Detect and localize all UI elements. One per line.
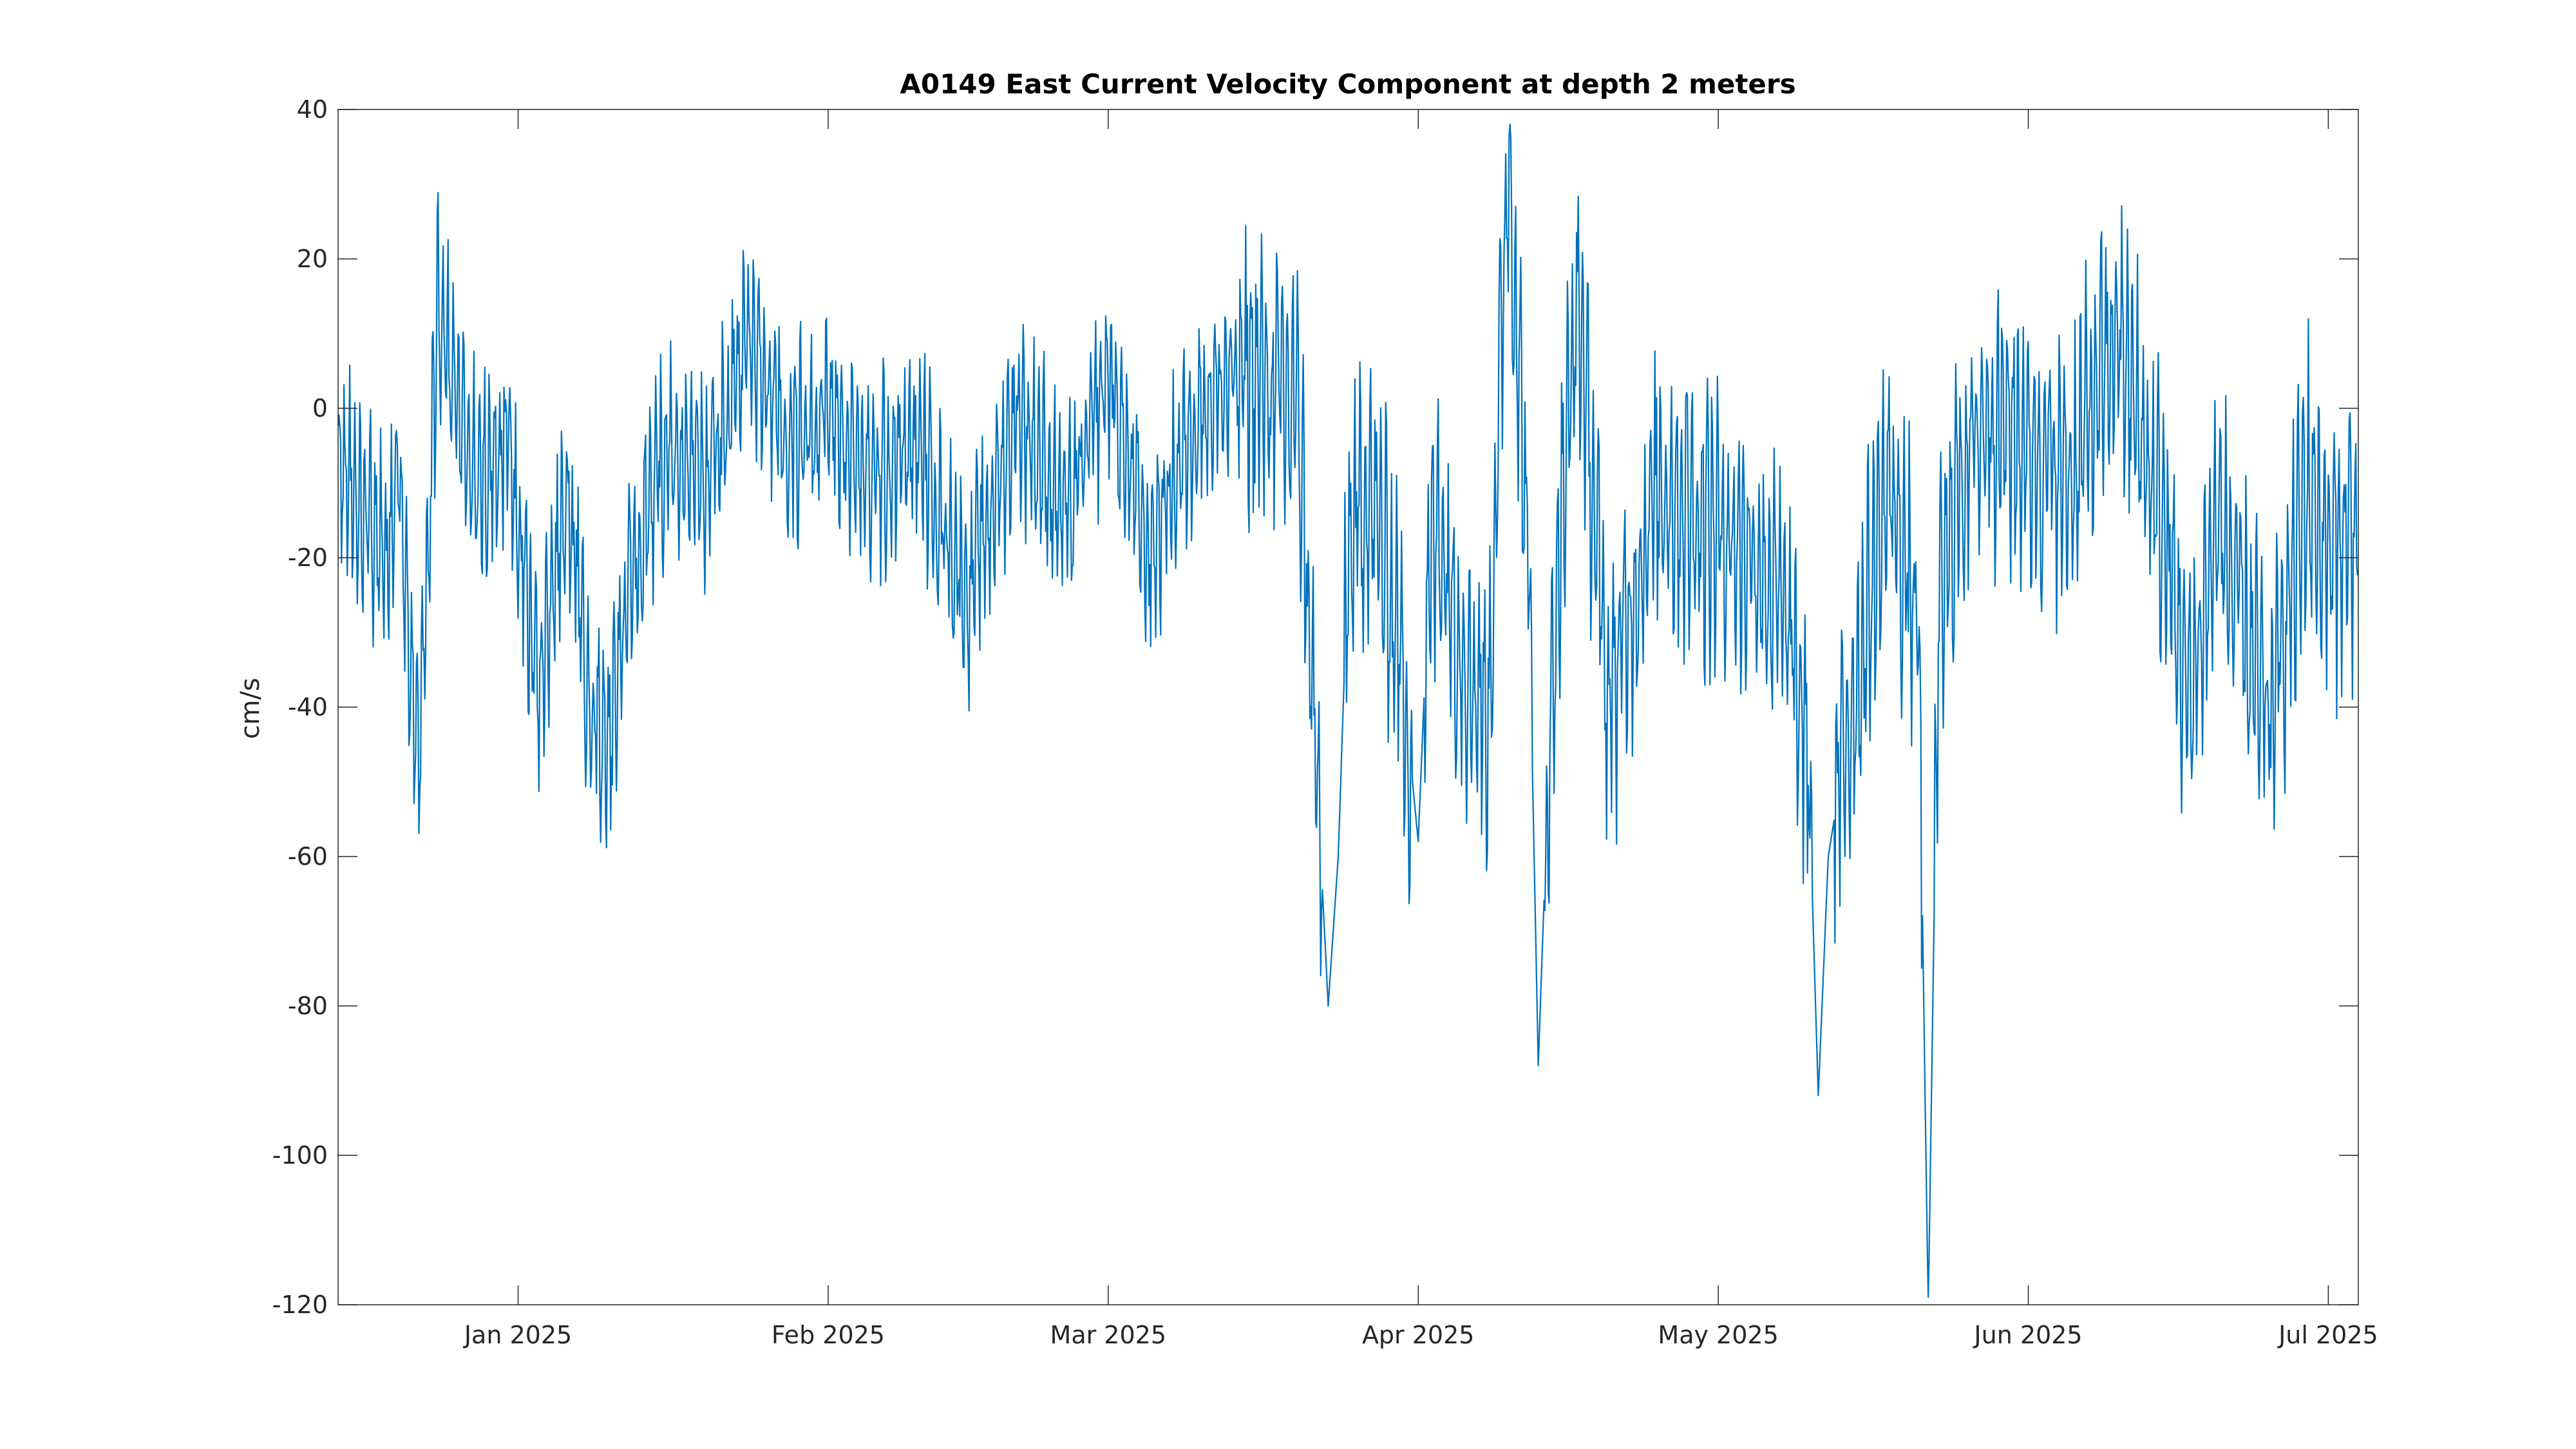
y-tick-label: -100	[272, 1141, 328, 1170]
x-tick-label: Feb 2025	[772, 1321, 885, 1349]
chart-title: A0149 East Current Velocity Component at…	[900, 68, 1795, 100]
y-tick-label: -40	[288, 693, 328, 721]
x-tick-label: Jan 2025	[463, 1321, 572, 1349]
y-tick-label: 20	[297, 245, 328, 273]
y-tick-label: -120	[272, 1291, 328, 1319]
x-tick-label: Jul 2025	[2277, 1321, 2378, 1349]
x-tick-label: Apr 2025	[1362, 1321, 1475, 1349]
y-tick-label: -20	[288, 544, 328, 572]
x-tick-label: Mar 2025	[1050, 1321, 1166, 1349]
plot-frame	[337, 109, 2359, 1305]
plot-area	[338, 109, 2358, 1305]
y-tick-label: 40	[297, 95, 328, 124]
x-tick-label: Jun 2025	[1973, 1321, 2082, 1349]
y-tick-label: 0	[312, 394, 328, 422]
series-line	[337, 124, 2360, 1298]
x-axis: Jan 2025 Feb 2025 Mar 2025 Apr 2025 May 2025…	[463, 109, 2378, 1349]
y-axis-label: cm/s	[236, 677, 265, 739]
series-layer	[337, 124, 2360, 1298]
y-tick-label: -60	[288, 842, 328, 871]
y-axis: 40 20 0 -20 -40 -60 -80 -100 -120	[272, 95, 2358, 1319]
y-tick-label: -80	[288, 992, 328, 1020]
x-tick-label: May 2025	[1658, 1321, 1778, 1349]
